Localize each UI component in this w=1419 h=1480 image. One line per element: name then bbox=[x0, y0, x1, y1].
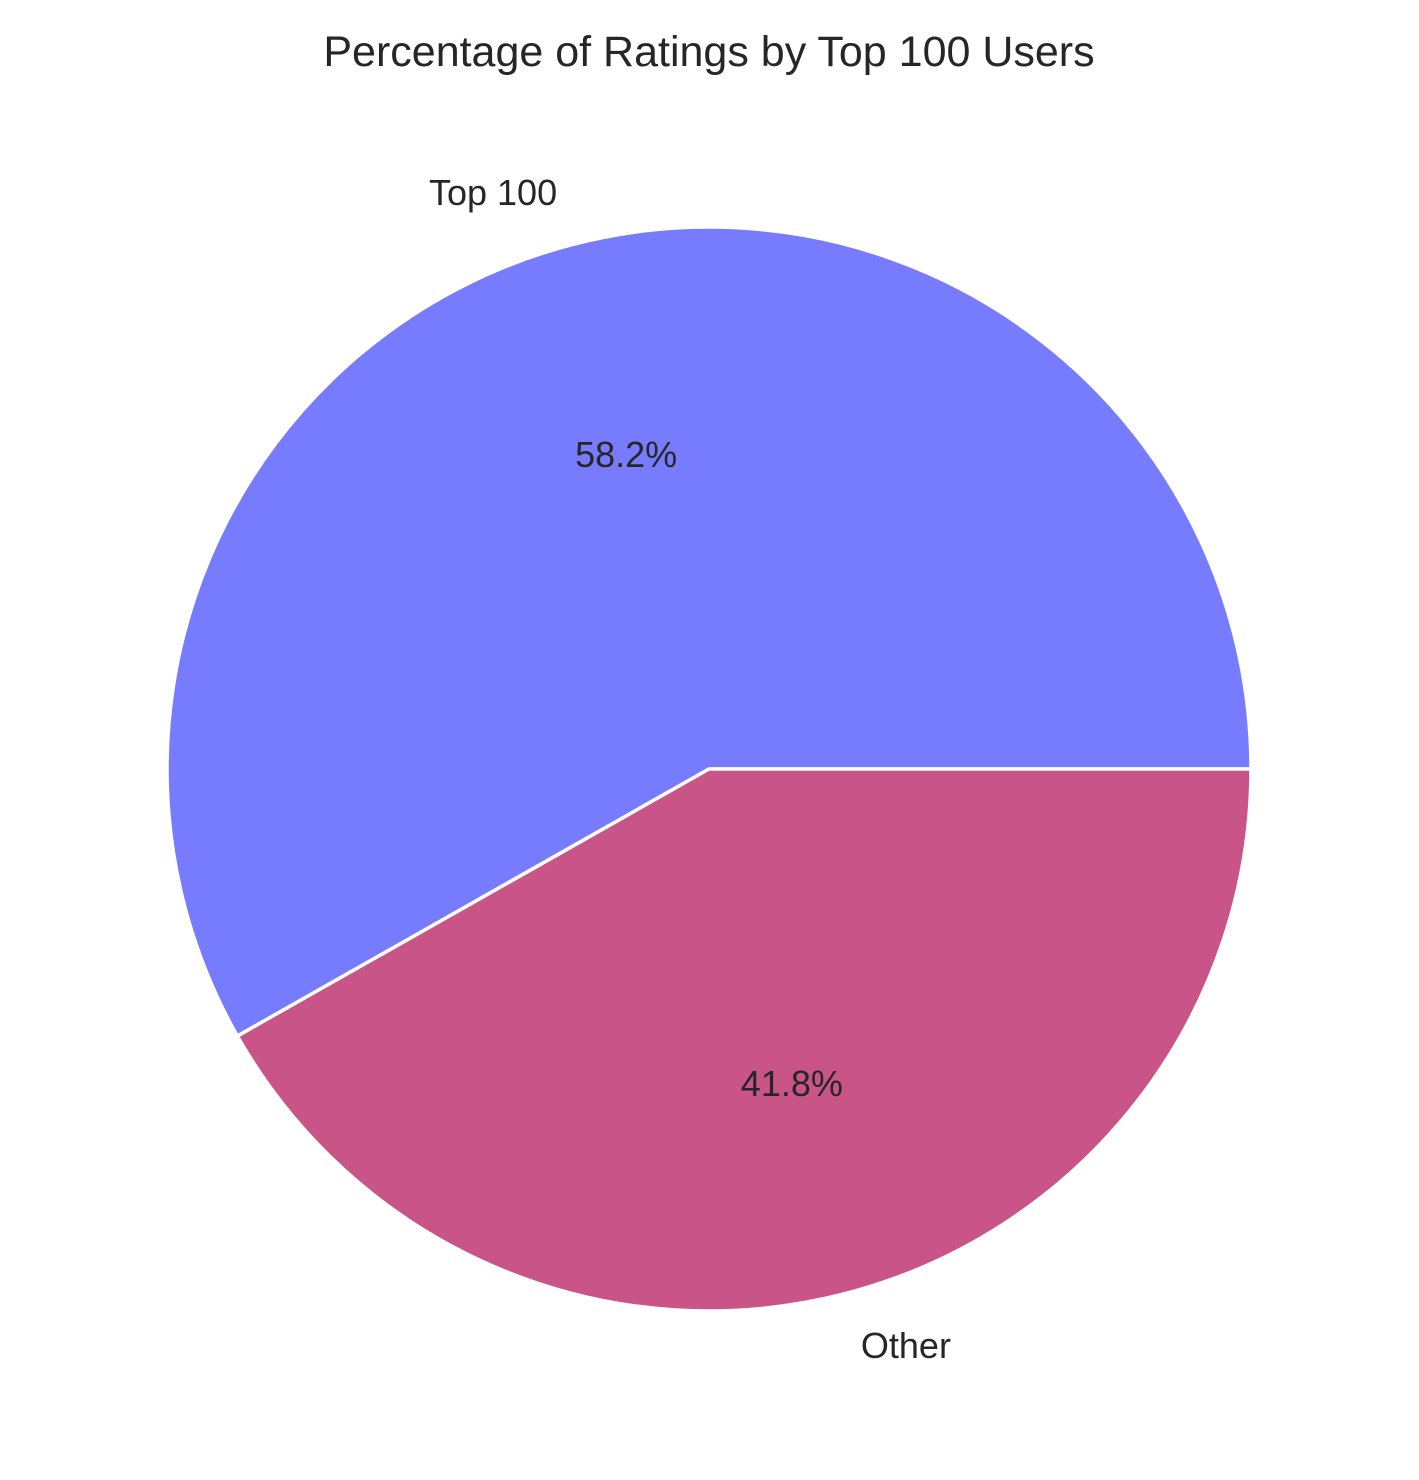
slice-percentage-label: 58.2% bbox=[575, 434, 677, 475]
slice-label: Top 100 bbox=[429, 172, 557, 213]
pie-slices bbox=[165, 225, 1253, 1313]
pie-slice-top-100 bbox=[165, 225, 1253, 1038]
pie-slice-other bbox=[235, 767, 1253, 1313]
slice-label: Other bbox=[861, 1325, 951, 1366]
chart-title: Percentage of Ratings by Top 100 Users bbox=[323, 28, 1094, 76]
slice-percentage-label: 41.8% bbox=[741, 1063, 843, 1104]
pie-labels: Top 100 58.2% Other 41.8% bbox=[429, 172, 951, 1366]
